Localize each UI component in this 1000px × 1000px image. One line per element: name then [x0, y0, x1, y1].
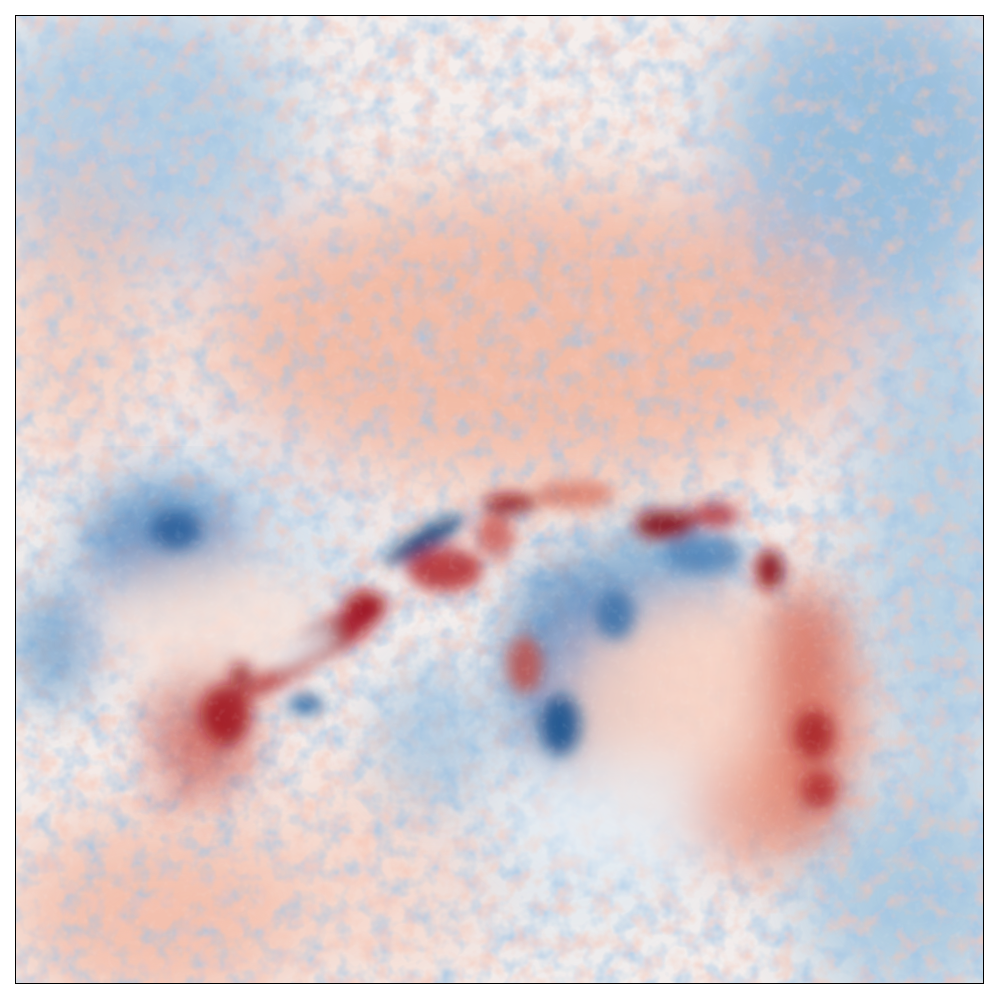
- image-plot-frame: [15, 15, 984, 984]
- field-image: [16, 16, 983, 983]
- grain-overlay: [16, 16, 983, 983]
